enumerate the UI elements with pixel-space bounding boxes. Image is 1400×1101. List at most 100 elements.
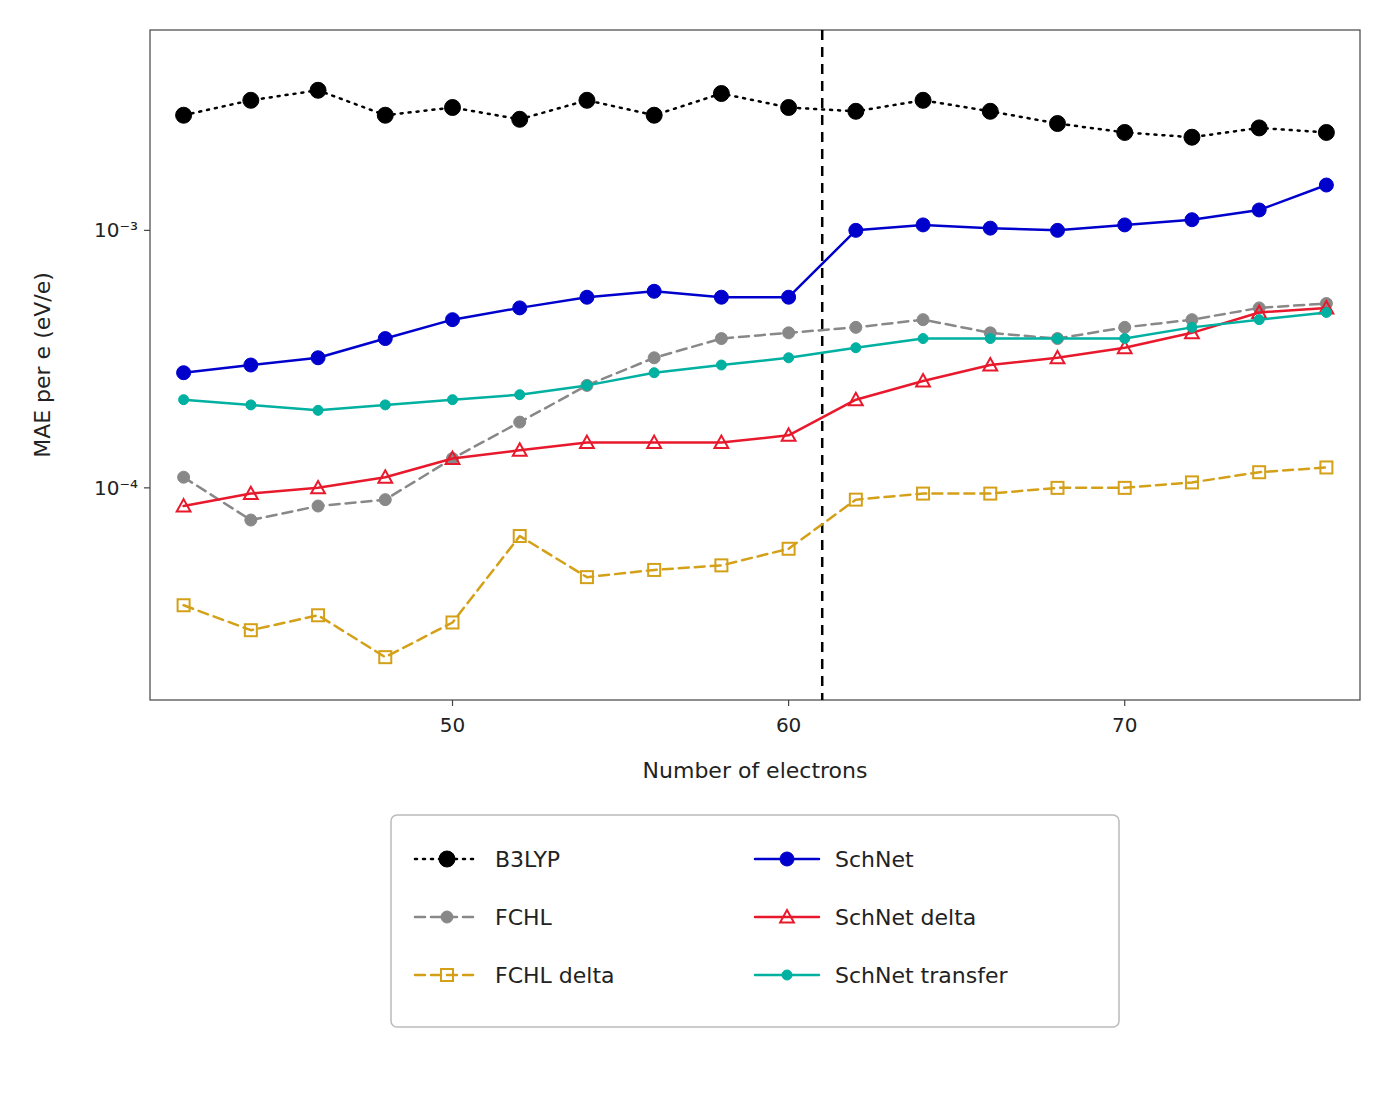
marker: [916, 218, 930, 232]
marker: [512, 111, 528, 127]
marker: [849, 223, 863, 237]
marker: [784, 353, 794, 363]
marker: [581, 571, 593, 583]
plot-frame: [150, 30, 1360, 700]
legend-label: SchNet delta: [835, 905, 976, 930]
y-axis-label: MAE per e (eV/e): [30, 272, 55, 458]
marker: [178, 471, 190, 483]
marker: [1119, 321, 1131, 333]
series-line: [184, 308, 1327, 506]
marker: [312, 609, 324, 621]
x-tick: [452, 700, 453, 706]
marker: [380, 400, 390, 410]
marker: [646, 107, 662, 123]
marker: [1319, 178, 1333, 192]
marker: [246, 400, 256, 410]
marker: [514, 416, 526, 428]
axes: 50607010⁻⁴10⁻³: [94, 218, 1137, 737]
series-line: [184, 185, 1327, 373]
marker: [1320, 461, 1332, 473]
marker: [448, 395, 458, 405]
marker: [515, 390, 525, 400]
marker: [245, 624, 257, 636]
marker: [579, 92, 595, 108]
marker: [178, 599, 190, 611]
legend-swatch-line: [415, 974, 479, 977]
marker: [782, 290, 796, 304]
marker: [850, 321, 862, 333]
marker: [313, 405, 323, 415]
marker: [715, 559, 727, 571]
marker: [1118, 218, 1132, 232]
marker: [580, 290, 594, 304]
legend-item: B3LYP: [415, 847, 560, 872]
marker: [1251, 120, 1267, 136]
legend-item: SchNet transfer: [755, 963, 1008, 988]
marker: [513, 443, 527, 455]
x-tick-label: 70: [1112, 713, 1137, 737]
legend-label: SchNet transfer: [835, 963, 1008, 988]
marker: [915, 92, 931, 108]
series-line: [184, 312, 1327, 410]
marker: [713, 86, 729, 102]
legend-item: FCHL: [415, 905, 553, 930]
marker: [917, 488, 929, 500]
legend-frame: [391, 815, 1119, 1027]
marker: [179, 395, 189, 405]
marker: [311, 351, 325, 365]
marker: [176, 107, 192, 123]
legend-item: SchNet: [755, 847, 914, 872]
marker: [582, 380, 592, 390]
series: [177, 178, 1334, 380]
marker: [851, 343, 861, 353]
x-tick-label: 50: [440, 713, 465, 737]
y-tick-label: 10⁻⁴: [94, 476, 138, 500]
marker: [782, 428, 796, 440]
marker: [918, 334, 928, 344]
series: [176, 82, 1335, 145]
legend-item: SchNet delta: [755, 905, 976, 930]
series-line: [184, 467, 1327, 657]
marker: [513, 301, 527, 315]
marker: [378, 332, 392, 346]
marker: [581, 379, 593, 391]
marker: [244, 358, 258, 372]
marker: [1187, 322, 1197, 332]
series: [177, 301, 1334, 512]
marker: [379, 494, 391, 506]
series: [179, 307, 1332, 415]
marker: [917, 314, 929, 326]
marker: [848, 103, 864, 119]
marker: [649, 368, 659, 378]
marker: [1186, 476, 1198, 488]
marker: [916, 374, 930, 386]
marker: [1321, 307, 1331, 317]
marker: [647, 436, 661, 448]
marker: [378, 470, 392, 482]
marker: [1253, 466, 1265, 478]
marker: [445, 100, 461, 116]
marker: [648, 352, 660, 364]
marker: [310, 82, 326, 98]
y-tick: [144, 487, 150, 488]
marker: [1318, 124, 1334, 140]
marker: [1050, 116, 1066, 132]
legend-swatch-marker: [441, 911, 453, 923]
legend: B3LYP SchNet FCHL SchNet delta FCHL delta Sch…: [391, 815, 1119, 1027]
marker: [514, 530, 526, 542]
marker: [243, 92, 259, 108]
marker: [1051, 223, 1065, 237]
series-line: [184, 303, 1327, 520]
marker: [1120, 334, 1130, 344]
marker: [379, 651, 391, 663]
marker: [647, 284, 661, 298]
marker: [1053, 334, 1063, 344]
marker: [446, 452, 460, 464]
marker: [244, 487, 258, 499]
legend-swatch-marker: [441, 969, 453, 981]
legend-swatch-marker: [782, 970, 792, 980]
legend-label: FCHL delta: [495, 963, 615, 988]
x-tick: [788, 700, 789, 706]
legend-label: B3LYP: [495, 847, 560, 872]
marker: [377, 107, 393, 123]
